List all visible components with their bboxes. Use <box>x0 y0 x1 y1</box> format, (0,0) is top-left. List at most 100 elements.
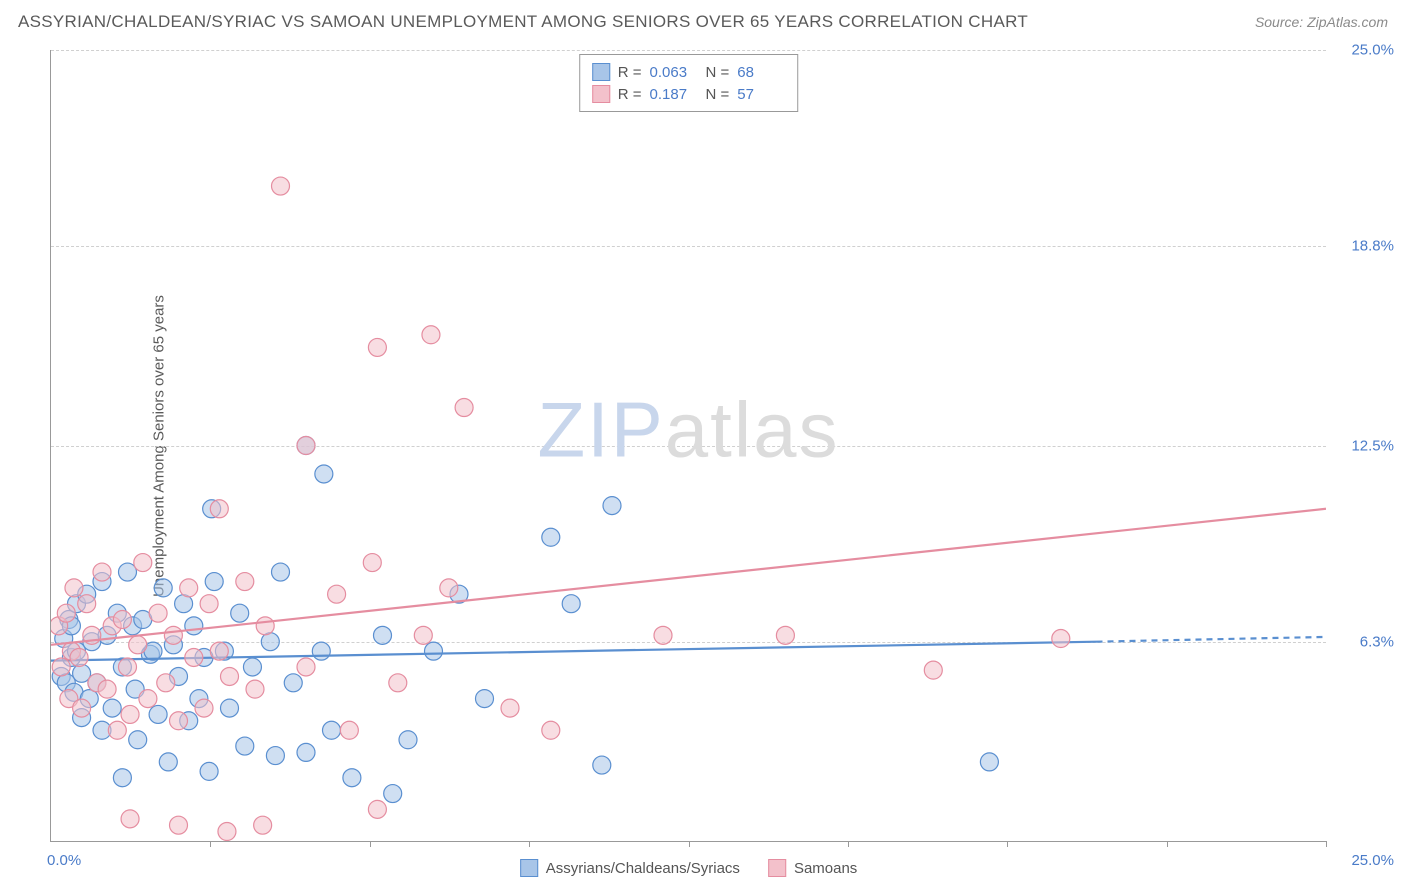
data-point <box>185 648 203 666</box>
data-point <box>501 699 519 717</box>
data-point <box>343 769 361 787</box>
data-point <box>93 563 111 581</box>
data-point <box>256 617 274 635</box>
r-label-0: R = <box>618 64 642 81</box>
data-point <box>284 674 302 692</box>
data-point <box>476 690 494 708</box>
legend-stats-row-0: R = 0.063 N = 68 <box>592 61 786 83</box>
data-point <box>1052 630 1070 648</box>
xtick <box>1326 841 1327 847</box>
chart-title: ASSYRIAN/CHALDEAN/SYRIAC VS SAMOAN UNEMP… <box>18 12 1028 32</box>
n-value-0: 68 <box>737 64 785 81</box>
xtick <box>848 841 849 847</box>
source-attribution: Source: ZipAtlas.com <box>1255 14 1388 30</box>
data-point <box>52 658 70 676</box>
n-label-1: N = <box>706 86 730 103</box>
data-point <box>297 743 315 761</box>
xtick <box>370 841 371 847</box>
data-point <box>129 731 147 749</box>
trend-line-extrapolated <box>1097 637 1327 642</box>
data-point <box>312 642 330 660</box>
data-point <box>57 604 75 622</box>
data-point <box>170 816 188 834</box>
data-point <box>272 177 290 195</box>
ytick-label: 6.3% <box>1360 633 1394 650</box>
data-point <box>113 611 131 629</box>
data-point <box>266 747 284 765</box>
data-point <box>323 721 341 739</box>
data-point <box>78 595 96 613</box>
legend-stats-row-1: R = 0.187 N = 57 <box>592 83 786 105</box>
data-point <box>121 810 139 828</box>
data-point <box>328 585 346 603</box>
data-point <box>210 500 228 518</box>
swatch-series-0 <box>592 63 610 81</box>
data-point <box>368 338 386 356</box>
legend-swatch-1 <box>768 859 786 877</box>
data-point <box>542 528 560 546</box>
xtick <box>210 841 211 847</box>
data-point <box>164 626 182 644</box>
plot-area: ZIPatlas 6.3%12.5%18.8%25.0% 0.0% 25.0% … <box>50 50 1326 842</box>
data-point <box>200 595 218 613</box>
data-point <box>119 658 137 676</box>
x-origin-label: 0.0% <box>47 852 81 869</box>
data-point <box>315 465 333 483</box>
xtick <box>1167 841 1168 847</box>
data-point <box>157 674 175 692</box>
data-point <box>425 642 443 660</box>
data-point <box>399 731 417 749</box>
legend-item-1: Samoans <box>768 859 857 877</box>
data-point <box>243 658 261 676</box>
data-point <box>185 617 203 635</box>
r-value-1: 0.187 <box>650 86 698 103</box>
ytick-label: 12.5% <box>1351 437 1394 454</box>
data-point <box>384 785 402 803</box>
data-point <box>374 626 392 644</box>
data-point <box>414 626 432 644</box>
xtick <box>689 841 690 847</box>
data-point <box>200 762 218 780</box>
ytick-label: 18.8% <box>1351 238 1394 255</box>
r-label-1: R = <box>618 86 642 103</box>
data-point <box>195 699 213 717</box>
legend-swatch-0 <box>520 859 538 877</box>
data-point <box>236 737 254 755</box>
data-point <box>440 579 458 597</box>
data-point <box>455 399 473 417</box>
data-point <box>129 636 147 654</box>
data-point <box>108 721 126 739</box>
data-point <box>159 753 177 771</box>
data-point <box>70 648 88 666</box>
data-point <box>73 699 91 717</box>
data-point <box>368 800 386 818</box>
data-point <box>221 667 239 685</box>
data-point <box>340 721 358 739</box>
xtick <box>1007 841 1008 847</box>
data-point <box>170 712 188 730</box>
ytick-label: 25.0% <box>1351 42 1394 59</box>
data-point <box>246 680 264 698</box>
scatter-svg <box>51 50 1326 841</box>
n-label-0: N = <box>706 64 730 81</box>
data-point <box>103 699 121 717</box>
data-point <box>180 579 198 597</box>
data-point <box>221 699 239 717</box>
data-point <box>65 579 83 597</box>
data-point <box>980 753 998 771</box>
legend-label-1: Samoans <box>794 860 857 877</box>
data-point <box>231 604 249 622</box>
r-value-0: 0.063 <box>650 64 698 81</box>
data-point <box>562 595 580 613</box>
data-point <box>363 554 381 572</box>
data-point <box>121 705 139 723</box>
swatch-series-1 <box>592 85 610 103</box>
data-point <box>113 769 131 787</box>
data-point <box>98 680 116 698</box>
n-value-1: 57 <box>737 86 785 103</box>
legend-stats-box: R = 0.063 N = 68 R = 0.187 N = 57 <box>579 54 799 112</box>
data-point <box>149 705 167 723</box>
data-point <box>389 674 407 692</box>
data-point <box>924 661 942 679</box>
data-point <box>205 573 223 591</box>
